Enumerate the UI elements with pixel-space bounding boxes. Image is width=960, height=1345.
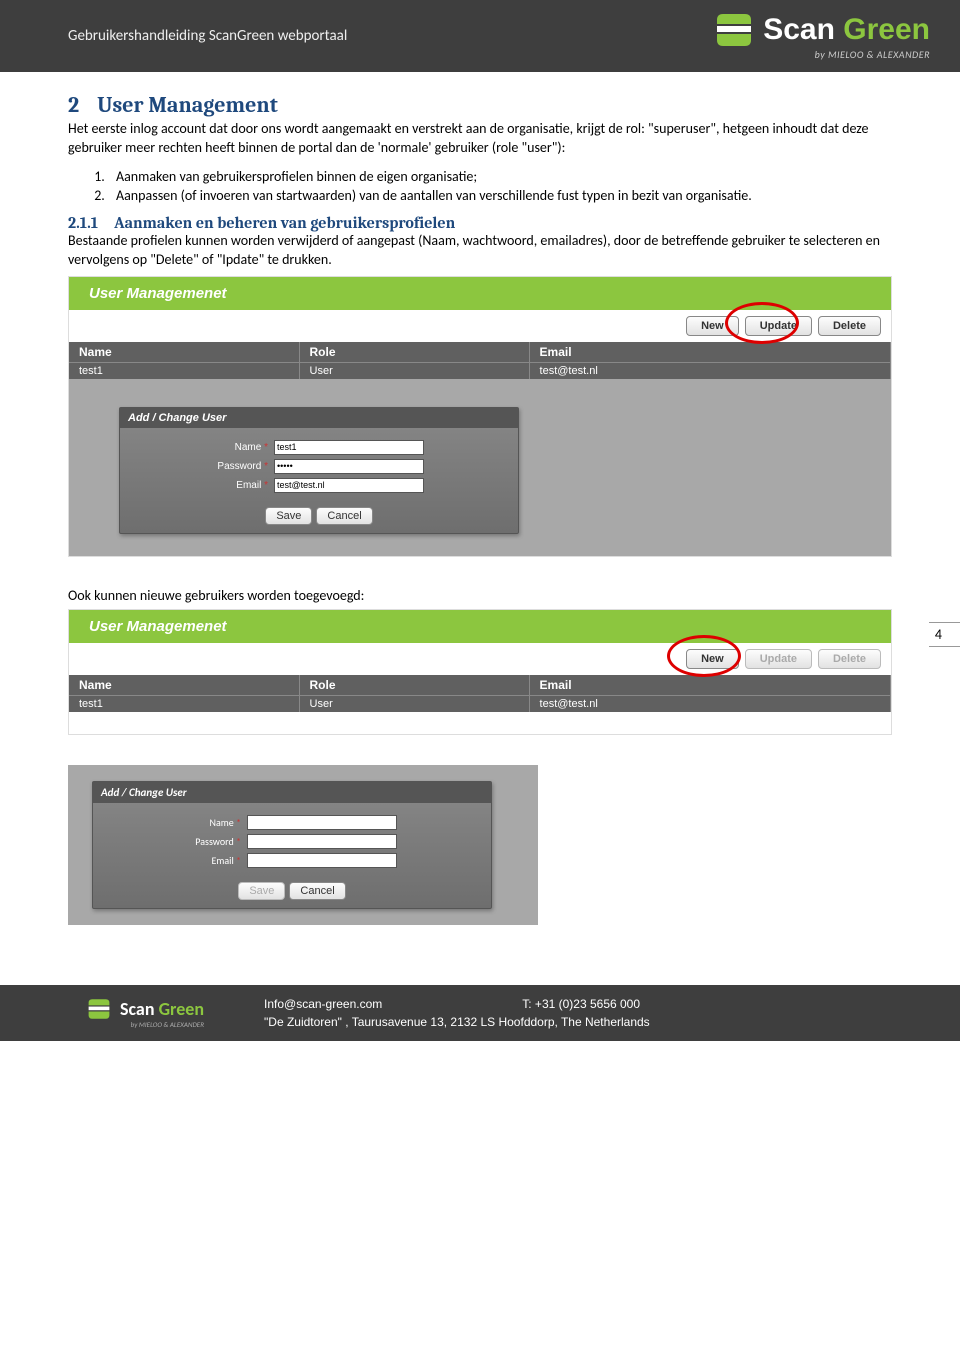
col-name: Name bbox=[69, 675, 299, 696]
email-input[interactable] bbox=[274, 478, 424, 493]
subsection-text: Bestaande profielen kunnen worden verwij… bbox=[68, 232, 892, 270]
save-button[interactable]: Save bbox=[238, 882, 285, 900]
update-button[interactable]: Update bbox=[745, 649, 812, 669]
subsection-heading: 2.1.1Aanmaken en beheren van gebruikersp… bbox=[68, 214, 892, 232]
footer-logo: Scan Green by MIELOO & ALEXANDER bbox=[86, 998, 204, 1029]
page-number: 4 bbox=[929, 622, 960, 647]
delete-button[interactable]: Delete bbox=[818, 316, 881, 336]
name-label: Name * bbox=[111, 816, 241, 829]
password-label: Password * bbox=[111, 835, 241, 848]
section-intro: Het eerste inlog account dat door ons wo… bbox=[68, 120, 892, 158]
list-item: Aanmaken van gebruikersprofielen binnen … bbox=[108, 168, 892, 185]
table-row[interactable]: test1 User test@test.nl bbox=[69, 362, 891, 379]
password-label: Password * bbox=[138, 461, 268, 472]
dialog-area: Add / Change User Name * Password * Emai… bbox=[69, 379, 891, 556]
table-header-row: Name Role Email bbox=[69, 342, 891, 363]
footer-bar: Scan Green by MIELOO & ALEXANDER Info@sc… bbox=[0, 985, 960, 1041]
col-email: Email bbox=[529, 342, 890, 363]
scangreen-logo-icon bbox=[86, 998, 112, 1020]
password-input[interactable] bbox=[274, 459, 424, 474]
new-button[interactable]: New bbox=[686, 649, 739, 669]
update-button[interactable]: Update bbox=[745, 316, 812, 336]
panel-title: User Managemenet bbox=[69, 277, 891, 310]
new-button[interactable]: New bbox=[686, 316, 739, 336]
users-table: Name Role Email test1 User test@test.nl bbox=[69, 342, 891, 379]
dialog-title: Add / Change User bbox=[120, 408, 518, 428]
cancel-button[interactable]: Cancel bbox=[316, 507, 372, 525]
line2: Ook kunnen nieuwe gebruikers worden toeg… bbox=[68, 587, 892, 606]
dialog-title: Add / Change User bbox=[93, 782, 491, 803]
footer-logo-text: Scan Green bbox=[120, 998, 204, 1020]
save-button[interactable]: Save bbox=[265, 507, 312, 525]
footer-logo-byline: by MIELOO & ALEXANDER bbox=[131, 1020, 204, 1029]
panel-title: User Managemenet bbox=[69, 610, 891, 643]
dialog-area-2: Add / Change User Name * Password * Emai… bbox=[68, 765, 538, 925]
list-item: Aanpassen (of invoeren van startwaarden)… bbox=[108, 187, 892, 204]
header-title: Gebruikershandleiding ScanGreen webporta… bbox=[68, 27, 347, 45]
password-input[interactable] bbox=[247, 834, 397, 849]
users-table: Name Role Email test1 User test@test.nl bbox=[69, 675, 891, 712]
add-change-user-dialog: Add / Change User Name * Password * Emai… bbox=[119, 407, 519, 534]
footer-email: Info@scan-green.com bbox=[264, 995, 382, 1013]
delete-button[interactable]: Delete bbox=[818, 649, 881, 669]
col-role: Role bbox=[299, 675, 529, 696]
user-management-panel-2: User Managemenet New Update Delete Name … bbox=[68, 609, 892, 735]
name-label: Name * bbox=[138, 442, 268, 453]
table-row[interactable]: test1 User test@test.nl bbox=[69, 696, 891, 713]
logo: Scan Green by MIELOO & ALEXANDER bbox=[713, 12, 930, 61]
logo-text: Scan Green bbox=[763, 13, 930, 47]
user-management-panel: User Managemenet New Update Delete Name … bbox=[68, 276, 892, 557]
section-list: Aanmaken van gebruikersprofielen binnen … bbox=[108, 168, 892, 204]
footer-address: "De Zuidtoren" , Taurusavenue 13, 2132 L… bbox=[264, 1013, 650, 1031]
name-input[interactable] bbox=[274, 440, 424, 455]
add-change-user-dialog: Add / Change User Name * Password * Emai… bbox=[92, 781, 492, 909]
cancel-button[interactable]: Cancel bbox=[289, 882, 345, 900]
scangreen-logo-icon bbox=[713, 12, 755, 48]
header-bar: Gebruikershandleiding ScanGreen webporta… bbox=[0, 0, 960, 72]
table-header-row: Name Role Email bbox=[69, 675, 891, 696]
name-input[interactable] bbox=[247, 815, 397, 830]
col-role: Role bbox=[299, 342, 529, 363]
email-label: Email * bbox=[138, 480, 268, 491]
col-name: Name bbox=[69, 342, 299, 363]
logo-byline: by MIELOO & ALEXANDER bbox=[815, 48, 930, 61]
toolbar: New Update Delete bbox=[69, 310, 891, 342]
email-label: Email * bbox=[111, 854, 241, 867]
section-heading: 2User Management bbox=[68, 92, 892, 118]
col-email: Email bbox=[529, 675, 890, 696]
footer-text: Info@scan-green.com T: +31 (0)23 5656 00… bbox=[264, 995, 650, 1031]
footer-phone: T: +31 (0)23 5656 000 bbox=[522, 995, 640, 1013]
email-input[interactable] bbox=[247, 853, 397, 868]
toolbar: New Update Delete bbox=[69, 643, 891, 675]
